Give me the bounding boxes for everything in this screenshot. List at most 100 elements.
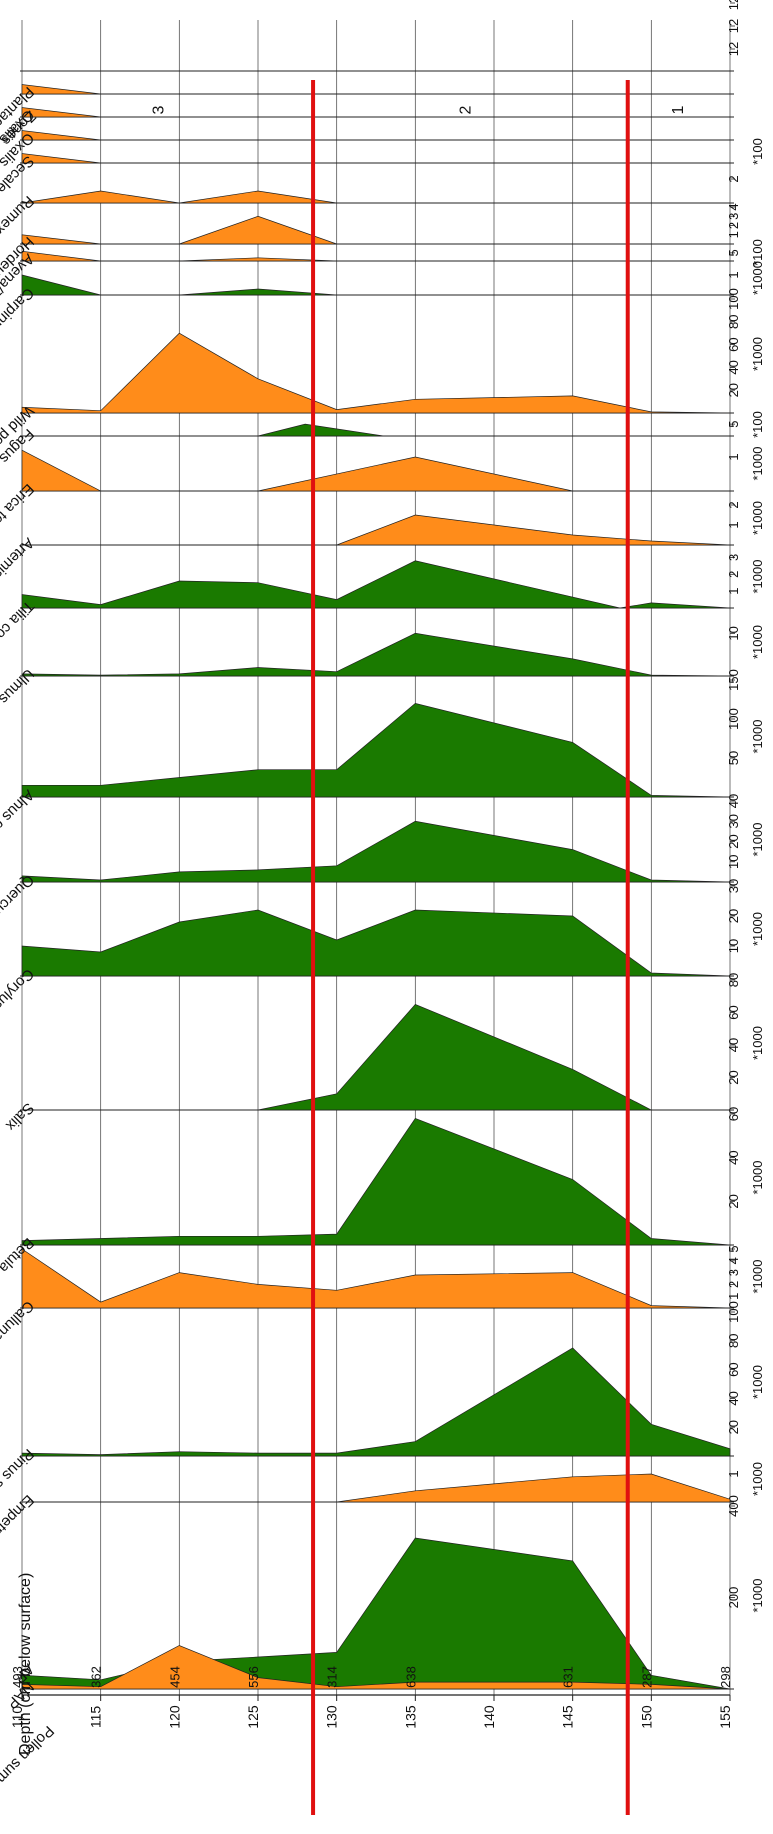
zone-label: 1 (670, 105, 687, 114)
depth-tick-label: 120 (166, 1705, 182, 1729)
scale-label: *1000 (750, 823, 765, 857)
value-tick-label: 40 (726, 1150, 741, 1164)
taxon-area (22, 514, 731, 546)
taxon-area (21, 153, 101, 164)
taxon-area (21, 560, 731, 609)
pollen-sum-value: 454 (167, 1666, 182, 1688)
scale-label: *1000 (750, 1462, 765, 1496)
value-tick-label: 20 (726, 834, 741, 848)
taxon-area (21, 909, 731, 977)
value-tick-label: 5 (726, 421, 741, 428)
value-tick-label: 100 (726, 708, 741, 730)
scale-label: *1000 (750, 1026, 765, 1060)
value-tick-label: 5 (726, 1245, 741, 1252)
scale-label: *100 (750, 138, 765, 165)
value-tick-label: 3 (726, 554, 741, 561)
scale-label: *1000 (750, 560, 765, 594)
taxon-area (21, 332, 731, 414)
taxon-label: Corylus avellana (0, 965, 37, 1056)
value-tick-label: 100 (726, 288, 741, 310)
pollen-sum-value: 314 (325, 1666, 340, 1688)
depth-tick-label: 135 (402, 1705, 418, 1729)
taxon-area (21, 1117, 731, 1246)
pollen-sum-value: 493 (10, 1666, 25, 1688)
depth-tick-label: 115 (88, 1706, 104, 1729)
scale-label: *1000 (750, 912, 765, 946)
value-tick-label: 1 (726, 1470, 741, 1477)
taxon-area (21, 820, 731, 883)
panel: 20 40 60 80 *1000 Salix (2, 973, 765, 1135)
taxon-area (21, 1645, 731, 1690)
taxon-area (22, 1003, 730, 1111)
zones: Zones 3 2 1 (0, 105, 687, 148)
value-tick-label: 60 (726, 1362, 741, 1376)
value-tick-label: 150 (726, 669, 741, 691)
value-tick-label: 1 (726, 521, 741, 528)
value-tick-label: 80 (726, 973, 741, 987)
value-tick-label: 2 (726, 175, 741, 182)
scale-label: *1000 (750, 447, 765, 481)
value-tick-label: 50 (726, 751, 741, 765)
taxon-area (21, 84, 101, 95)
value-tick-label: 200 (726, 1587, 741, 1609)
depth-tick-label: 140 (481, 1705, 497, 1729)
panel: 1 2 3 4 5 *1000 Calluna vulgaris (0, 1245, 765, 1384)
scale-label: *1000 (750, 337, 765, 371)
scale-label: *1000 (750, 1365, 765, 1399)
depth-axis-title: Depth (cm below surface) (17, 1573, 34, 1755)
depth-axis: 110 115 120 125 130 135 140 145 150 155 Depth (cm … (9, 1573, 733, 1755)
pollen-sum-value: 362 (89, 1666, 104, 1688)
value-tick-label: 10 (726, 855, 741, 869)
depth-tick-label: 110 (9, 1706, 25, 1729)
zone-label: 3 (151, 105, 168, 114)
value-tick-label: 40 (726, 794, 741, 808)
value-tick-label: 20 (726, 1194, 741, 1208)
panel: 1 *1000 Carpinus betulus (0, 261, 765, 376)
panel: 10 20 30 *1000 Corylus avellana (0, 879, 765, 1056)
panel: 1 2 *1000 Artemisia campestris / A. maritim… (0, 501, 765, 764)
value-tick-label: 20 (726, 383, 741, 397)
value-tick-label: 80 (726, 315, 741, 329)
panel: 12Plantago lanceolata (0, 83, 734, 189)
value-tick-label: 1 (726, 231, 741, 238)
pollen-sum-value: 287 (639, 1666, 654, 1688)
taxon-label: Salix (2, 1099, 37, 1134)
value-tick-label: 20 (726, 1420, 741, 1434)
scale-label: *1000 (750, 1161, 765, 1195)
pollen-sum-value: 298 (718, 1666, 733, 1688)
scale-label: *1000 (750, 720, 765, 754)
value-tick-label: 1 (726, 271, 741, 278)
scale-label: *1000 (750, 625, 765, 659)
depth-tick-label: 155 (717, 1705, 733, 1729)
taxon-area (21, 632, 731, 677)
value-tick-label: 40 (726, 1038, 741, 1052)
scale-label: *1000 (750, 1260, 765, 1294)
taxon-label: Tilia cordata / T. platyphyllos (0, 597, 37, 742)
taxon-area (21, 250, 337, 262)
zone-label: 2 (457, 105, 474, 114)
taxon-area (21, 190, 337, 204)
value-tick-label: 2 (726, 571, 741, 578)
value-tick-label: 12 (726, 0, 741, 10)
taxon-area (21, 1537, 731, 1690)
taxon-area (21, 130, 101, 141)
scale-label: *100 (750, 411, 765, 438)
value-tick-label: 30 (726, 814, 741, 828)
scale-label: *1000 (750, 1579, 765, 1613)
taxon-area (22, 1473, 731, 1503)
taxon-area (21, 215, 337, 245)
value-tick-label: 12 (726, 42, 741, 56)
taxon-label: Carpinus betulus (0, 284, 37, 376)
value-tick-label: 5 (726, 249, 741, 256)
taxon-area (21, 107, 101, 118)
taxon-area (21, 274, 416, 296)
value-tick-label: 20 (726, 909, 741, 923)
